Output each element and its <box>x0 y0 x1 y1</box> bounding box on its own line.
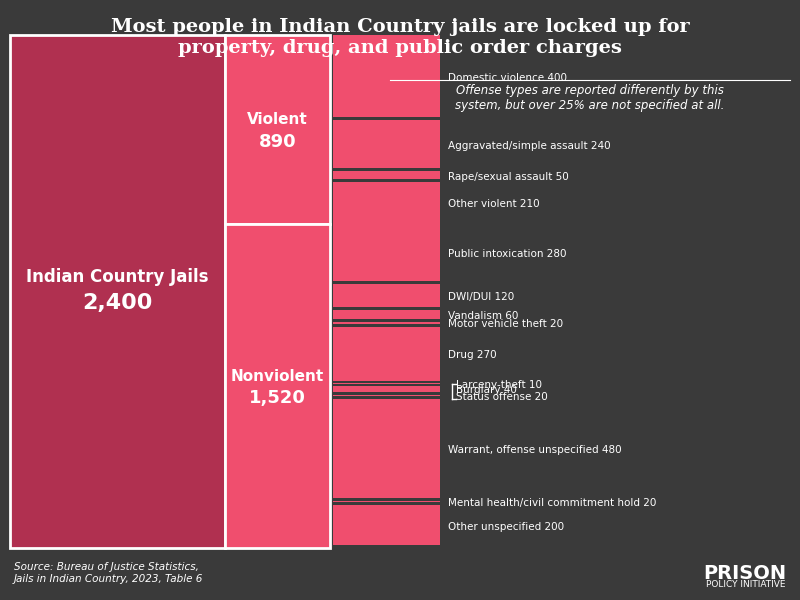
Bar <box>10 35 225 548</box>
Text: Drug 270: Drug 270 <box>448 350 497 361</box>
Text: 890: 890 <box>259 133 297 151</box>
Text: Indian Country Jails: Indian Country Jails <box>26 268 209 286</box>
Bar <box>334 383 440 384</box>
Bar <box>334 171 440 179</box>
Text: Domestic violence 400: Domestic violence 400 <box>448 73 567 83</box>
Text: Offense types are reported differently by this
system, but over 25% are not spec: Offense types are reported differently b… <box>455 84 725 112</box>
Text: Status offense 20: Status offense 20 <box>456 392 548 402</box>
Bar <box>225 224 330 548</box>
Text: Vandalism 60: Vandalism 60 <box>448 311 518 321</box>
Bar <box>334 120 440 168</box>
Bar <box>334 386 440 392</box>
Text: Violent: Violent <box>247 112 308 127</box>
Text: Burglary 40: Burglary 40 <box>456 385 517 395</box>
Bar <box>225 35 330 224</box>
Text: Nonviolent: Nonviolent <box>231 369 324 384</box>
Text: PRISON: PRISON <box>703 564 786 583</box>
Bar <box>334 224 440 281</box>
Bar <box>334 284 440 307</box>
Text: POLICY INITIATIVE: POLICY INITIATIVE <box>706 580 786 589</box>
Bar <box>334 182 440 224</box>
Text: Most people in Indian Country jails are locked up for
property, drug, and public: Most people in Indian Country jails are … <box>110 18 690 57</box>
Text: Mental health/civil commitment hold 20: Mental health/civil commitment hold 20 <box>448 498 656 508</box>
Text: Other unspecified 200: Other unspecified 200 <box>448 522 564 532</box>
Text: Aggravated/simple assault 240: Aggravated/simple assault 240 <box>448 140 610 151</box>
Text: 2,400: 2,400 <box>82 293 153 313</box>
Text: 1,520: 1,520 <box>250 389 306 407</box>
Text: Other violent 210: Other violent 210 <box>448 199 540 209</box>
Text: Motor vehicle theft 20: Motor vehicle theft 20 <box>448 319 563 329</box>
Text: Public intoxication 280: Public intoxication 280 <box>448 249 566 259</box>
Bar <box>334 310 440 319</box>
Text: Larceny-theft 10: Larceny-theft 10 <box>456 380 542 390</box>
Bar <box>334 399 440 498</box>
Text: Source: Bureau of Justice Statistics,
Jails in Indian Country, 2023, Table 6: Source: Bureau of Justice Statistics, Ja… <box>14 562 203 584</box>
Text: Rape/sexual assault 50: Rape/sexual assault 50 <box>448 172 569 182</box>
Bar <box>334 395 440 396</box>
Text: DWI/DUI 120: DWI/DUI 120 <box>448 292 514 302</box>
Bar <box>334 35 440 117</box>
Bar <box>334 326 440 381</box>
Bar <box>334 322 440 323</box>
Text: Warrant, offense unspecified 480: Warrant, offense unspecified 480 <box>448 445 622 455</box>
Bar <box>334 501 440 502</box>
Bar <box>334 505 440 545</box>
